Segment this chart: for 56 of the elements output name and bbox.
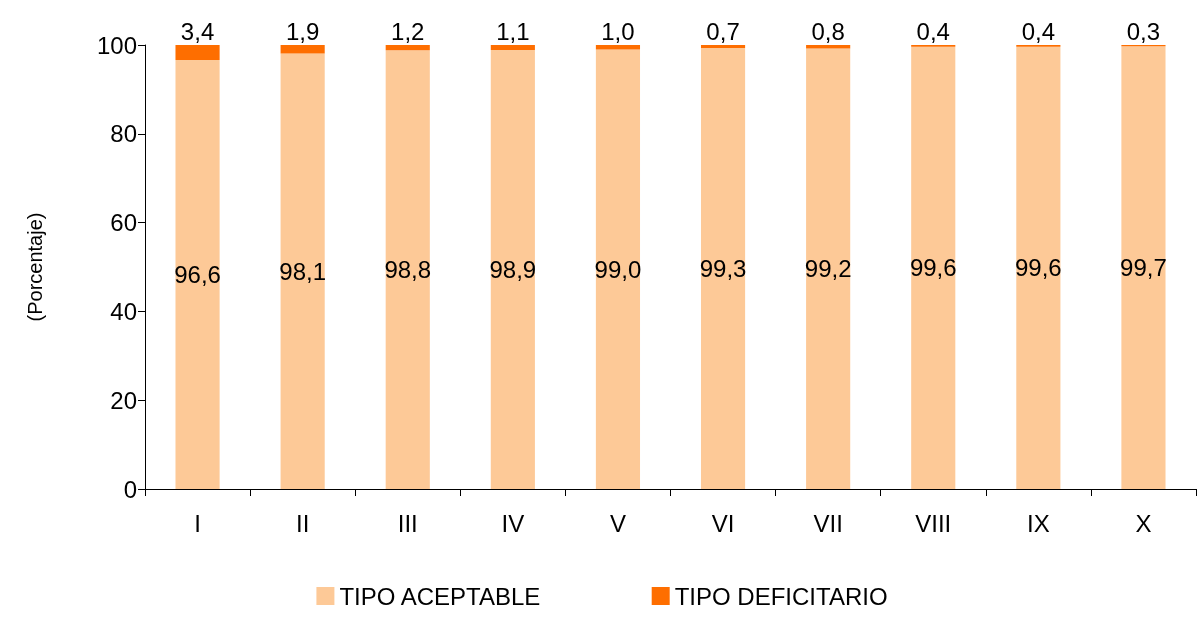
bar [700, 45, 746, 49]
data-label: 1,9 [285, 17, 320, 45]
data-label: 1,1 [496, 17, 530, 45]
bar [1121, 46, 1166, 489]
y-tick-label: 60 [110, 209, 137, 237]
x-tick-label: X [1135, 509, 1152, 537]
x-tick-label: IX [1027, 509, 1050, 537]
bar [490, 45, 535, 50]
data-label: 99,6 [909, 254, 957, 282]
data-label: 1,0 [601, 17, 635, 45]
data-label: 98,8 [384, 256, 432, 284]
bar [700, 48, 746, 489]
bar [806, 48, 851, 489]
bar [175, 60, 220, 489]
data-label: 0,8 [811, 17, 845, 45]
y-axis-title: (Porcentaje) [24, 212, 46, 322]
x-tick-label: VIII [915, 509, 952, 537]
bar [280, 53, 325, 489]
y-tick-label: 0 [123, 475, 137, 503]
bar [385, 50, 430, 489]
y-tick-label: 40 [110, 297, 137, 325]
x-tick-label: I [194, 509, 201, 537]
bar [595, 45, 641, 50]
data-label: 3,4 [180, 17, 215, 45]
x-tick-label: V [609, 509, 626, 537]
data-label: 98,1 [279, 257, 327, 285]
data-label: 98,9 [489, 255, 537, 283]
x-tick-label: VI [711, 509, 735, 537]
bar [175, 45, 220, 61]
data-label: 96,6 [174, 261, 221, 289]
y-tick-label: 100 [96, 31, 137, 59]
data-label: 1,2 [391, 17, 425, 45]
x-tick-label: III [397, 509, 418, 537]
y-tick-label: 20 [110, 386, 137, 414]
bar [911, 46, 956, 489]
data-label: 99,0 [594, 255, 642, 283]
x-tick-label: II [295, 509, 310, 537]
bar [280, 45, 325, 54]
data-label: 0,3 [1126, 17, 1161, 45]
data-label: 99,3 [699, 255, 747, 283]
bar [490, 49, 535, 489]
data-label: 0,7 [706, 17, 740, 45]
data-label: 0,4 [916, 17, 950, 45]
bar [1016, 46, 1061, 489]
x-tick-label: IV [501, 509, 525, 537]
data-label: 99,2 [804, 255, 852, 283]
legend-label: TIPO ACEPTABLE [339, 582, 541, 610]
data-label: 0,4 [1021, 17, 1056, 45]
bar [806, 45, 851, 49]
x-tick-label: VII [813, 509, 843, 537]
data-label: 99,6 [1014, 254, 1062, 282]
bar [595, 49, 641, 489]
legend-label: TIPO DEFICITARIO [674, 582, 888, 610]
y-tick-label: 80 [110, 120, 137, 148]
data-label: 99,7 [1120, 254, 1167, 282]
bar [385, 45, 430, 51]
